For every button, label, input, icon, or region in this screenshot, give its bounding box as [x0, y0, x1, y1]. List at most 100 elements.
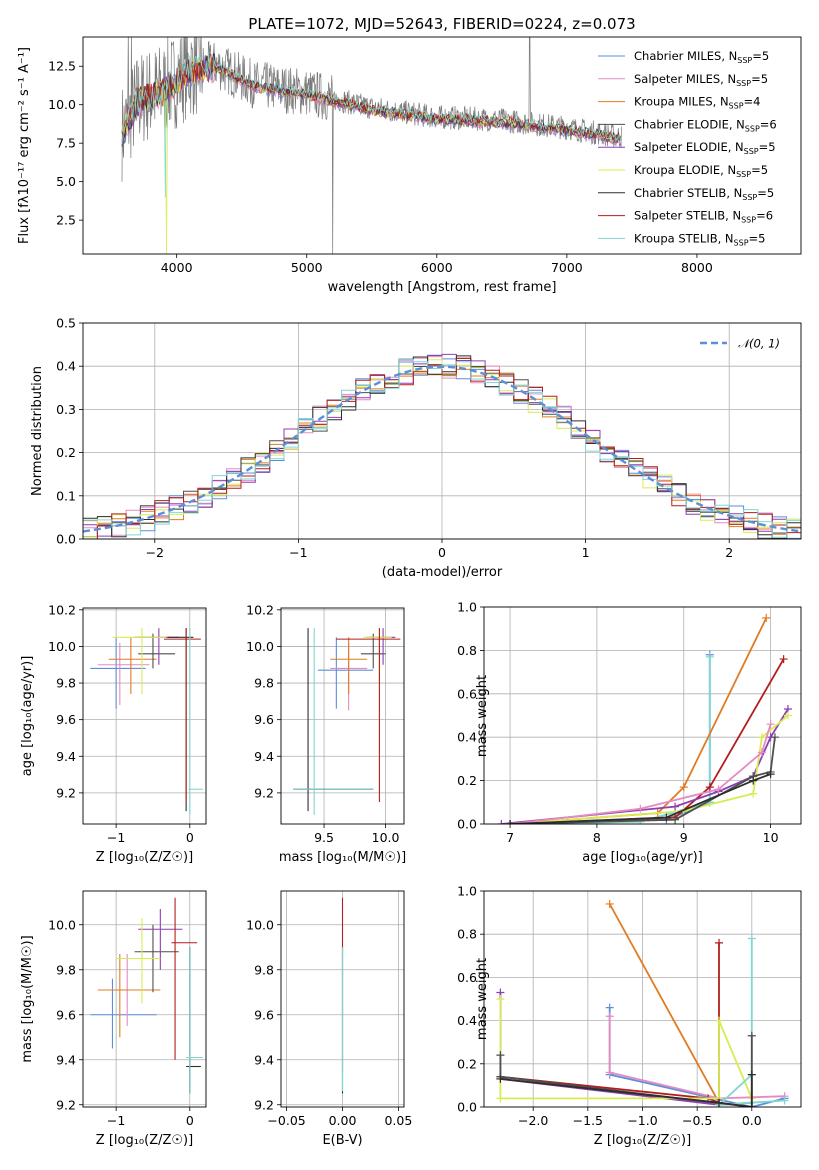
axes-frame [82, 890, 207, 1108]
weight-marker-krou_elodie [715, 1016, 724, 1025]
axes-frame [82, 36, 802, 255]
axes-frame [483, 890, 802, 1108]
x-tick-label: 4000 [161, 260, 193, 275]
y-tick-label: 10.0 [48, 917, 76, 932]
y-tick-label: 9.6 [56, 712, 76, 727]
plot-area [90, 628, 204, 815]
x-tick-label: 8000 [681, 260, 713, 275]
legend-entry: Salpeter ELODIE, NSSP=5 [634, 140, 776, 156]
weight-line-chab_stelib [500, 1074, 753, 1107]
weight-marker-chab_elodie [496, 1051, 505, 1060]
residual-histogram-salp_stelib [83, 357, 801, 539]
weight-marker-salp_miles [714, 785, 723, 794]
weight-marker-krou_elodie [749, 789, 758, 798]
age-vs-mass-panel: 9.5 10.0 9.2 9.4 9.6 9.8 10.0 10.2 mass [log₁₀(M… [246, 602, 406, 865]
y-tick-label: 0.6 [457, 686, 477, 701]
plot-area [121, 37, 622, 254]
x-tick-label: −2 [146, 545, 164, 560]
y-tick-label: 7.5 [56, 136, 76, 151]
weight-line-chab_elodie [499, 1035, 753, 1107]
weight-line-krou_elodie [510, 714, 789, 824]
observed-spectrum [121, 37, 622, 254]
weight-marker-krou_stelib [705, 652, 714, 661]
weight-marker-salp_stelib [715, 938, 724, 947]
x-tick-label: 0 [186, 1113, 194, 1128]
legend: Chabrier MILES, NSSP=5 Salpeter MILES, NS… [598, 49, 777, 247]
x-tick-label: 0.05 [384, 1113, 412, 1128]
axes-frame [280, 890, 405, 1108]
legend-entry: Kroupa STELIB, NSSP=5 [634, 231, 765, 247]
weight-marker-krou_miles [605, 899, 614, 908]
x-axis-label: Z [log₁₀(Z/Z☉)] [96, 850, 193, 865]
plot-area [83, 353, 801, 539]
y-tick-label: 0.2 [457, 773, 477, 788]
y-tick-label: 0.0 [457, 1100, 477, 1115]
x-axis-label: E(B-V) [322, 1133, 362, 1148]
weight-marker-krou_stelib [780, 1096, 789, 1105]
y-axis-label: Normed distribution [30, 366, 45, 496]
x-tick-label: 0.0 [742, 1113, 762, 1128]
x-tick-label: −1 [289, 545, 307, 560]
x-tick-label: −0.05 [267, 1113, 305, 1128]
weight-marker-salp_stelib [779, 655, 788, 664]
y-tick-label: 9.2 [254, 1097, 274, 1112]
weight-line-krou_miles [608, 903, 720, 1104]
y-tick-label: 10.0 [48, 639, 76, 654]
x-tick-label: −1.0 [627, 1113, 657, 1128]
weight-marker-chab_elodie [747, 1031, 756, 1040]
residuals-panel: −2 −1 0 1 2 0.0 0.1 0.2 0.3 0.4 0.5 (data-model)/er… [30, 316, 802, 580]
x-tick-label: 10 [763, 830, 779, 845]
x-tick-label: 7 [506, 830, 514, 845]
y-tick-label: 0.2 [457, 1056, 477, 1071]
y-tick-label: 0.4 [457, 730, 477, 745]
weight-line-salp_elodie [499, 992, 752, 1106]
axes-frame [483, 606, 802, 825]
plot-area [293, 628, 401, 815]
weight-marker-salp_miles [605, 1012, 614, 1021]
x-tick-label: 0 [438, 545, 446, 560]
weight-marker-krou_miles [679, 783, 688, 792]
y-tick-label: 9.6 [56, 1007, 76, 1022]
x-tick-label: 7000 [551, 260, 583, 275]
y-tick-label: 0.1 [56, 488, 76, 503]
weight-marker-krou_miles [762, 613, 771, 622]
grid-lines [83, 891, 206, 1107]
weight-marker-salp_stelib [705, 783, 714, 792]
x-axis-label: mass [log₁₀(M/M☉)] [279, 850, 406, 865]
weight-line-salp_elodie [501, 708, 789, 824]
y-tick-label: 9.4 [254, 749, 274, 764]
x-tick-label: 9 [680, 830, 688, 845]
y-tick-label: 10.0 [246, 917, 274, 932]
grid-lines [281, 608, 404, 824]
x-tick-label: −1.5 [573, 1113, 603, 1128]
weight-vs-metallicity-panel: −2.0 −1.5 −1.0 −0.5 0.0 0.0 0.2 0.4 0.6 0.8 1.0 Z [… [457, 884, 802, 1148]
plot-area [497, 613, 792, 824]
legend-entry: Chabrier STELIB, NSSP=5 [634, 186, 774, 202]
chart-title: PLATE=1072, MJD=52643, FIBERID=0224, z=0… [248, 15, 635, 33]
x-tick-label: 5000 [291, 260, 323, 275]
weight-marker-chab_stelib [749, 776, 758, 785]
legend-entry: 𝒩(0, 1) [738, 337, 780, 351]
y-axis-label: mass weight [475, 958, 490, 1040]
weight-line-chab_stelib [510, 773, 771, 824]
mass-vs-metallicity-panel: −1 0 9.2 9.4 9.6 9.8 10.0 Z [log₁₀(Z/Z☉)] mass [… [20, 890, 207, 1148]
model-spectrum-chab_elodie [121, 52, 622, 144]
y-tick-label: 9.8 [56, 676, 76, 691]
age-vs-metallicity-panel: −1 0 9.2 9.4 9.6 9.8 10.0 10.2 Z [log₁₀(Z/Z☉)] ag… [20, 602, 207, 865]
y-tick-label: 9.8 [254, 962, 274, 977]
y-axis-label: age [log₁₀(age/yr)] [20, 656, 35, 777]
x-tick-label: −2.0 [518, 1113, 548, 1128]
y-tick-label: 0.3 [56, 402, 76, 417]
weight-line-krou_miles [510, 617, 768, 824]
weight-marker-krou_elodie [757, 733, 766, 742]
x-tick-label: −1 [107, 1113, 125, 1128]
x-tick-label: 0.00 [329, 1113, 357, 1128]
x-tick-label: 1 [582, 545, 590, 560]
y-tick-label: 10.0 [48, 97, 76, 112]
y-tick-label: 0.6 [457, 970, 477, 985]
weight-vs-age-panel: 7 8 9 10 0.0 0.2 0.4 0.6 0.8 1.0 age [log₁₀(age/yr… [457, 600, 802, 865]
y-tick-label: 0.0 [56, 532, 76, 547]
x-tick-label: 0 [186, 830, 194, 845]
y-axis-label: mass [log₁₀(M/M☉)] [20, 935, 35, 1062]
